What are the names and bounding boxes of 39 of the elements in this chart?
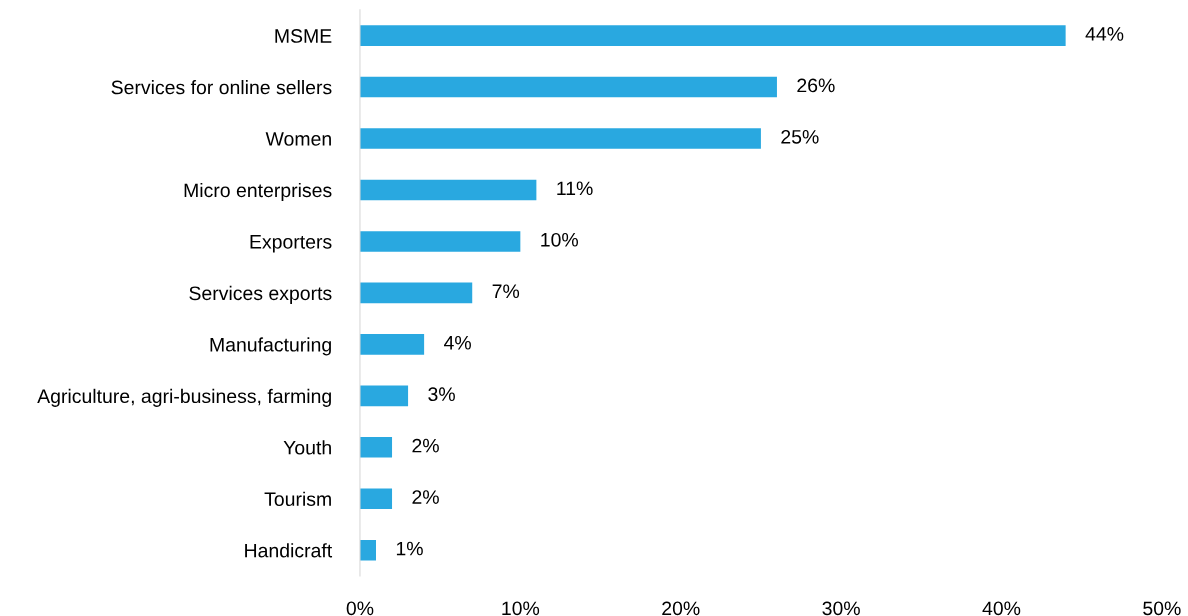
bar [359, 385, 409, 407]
data-label: 4% [444, 335, 471, 350]
bar [359, 488, 393, 510]
bar [359, 282, 473, 304]
y-tick-label: MSME [275, 29, 332, 43]
x-tick-label: 20% [662, 601, 700, 616]
y-tick-label: Services for online sellers [111, 80, 332, 95]
x-tick-label: 50% [1143, 601, 1181, 616]
y-tick-label: Services exports [189, 285, 332, 304]
y-tick-label: Exporters [250, 235, 332, 253]
bar [359, 76, 777, 98]
x-tick-label: 10% [502, 601, 540, 616]
bar [359, 128, 761, 149]
y-tick-label: Micro enterprises [184, 182, 332, 202]
y-tick-label: Youth [283, 440, 331, 455]
data-label: 3% [428, 387, 455, 402]
data-label: 2% [412, 490, 439, 504]
data-label: 26% [797, 78, 835, 93]
y-tick-label: Manufacturing [210, 337, 331, 356]
x-tick-label: 30% [822, 601, 860, 616]
y-tick-label: Women [265, 132, 331, 146]
data-label: 44% [1085, 27, 1124, 41]
y-tick-label: Handicraft [245, 543, 333, 558]
bar [359, 334, 425, 355]
data-label: 1% [396, 541, 423, 556]
bar [359, 179, 537, 201]
y-tick-label: Agriculture, agri-business, farming [37, 388, 331, 407]
data-label: 10% [541, 232, 579, 247]
bar [359, 25, 1066, 46]
bar [359, 231, 521, 252]
bar [359, 437, 393, 458]
data-label: 25% [781, 129, 819, 144]
x-tick-label: 0% [346, 601, 374, 616]
data-label: 7% [492, 284, 520, 299]
data-label: 2% [412, 438, 439, 453]
data-label: 11% [557, 181, 593, 196]
y-tick-label: Tourism [264, 491, 331, 506]
x-tick-label: 40% [982, 601, 1021, 616]
bar [359, 539, 376, 561]
